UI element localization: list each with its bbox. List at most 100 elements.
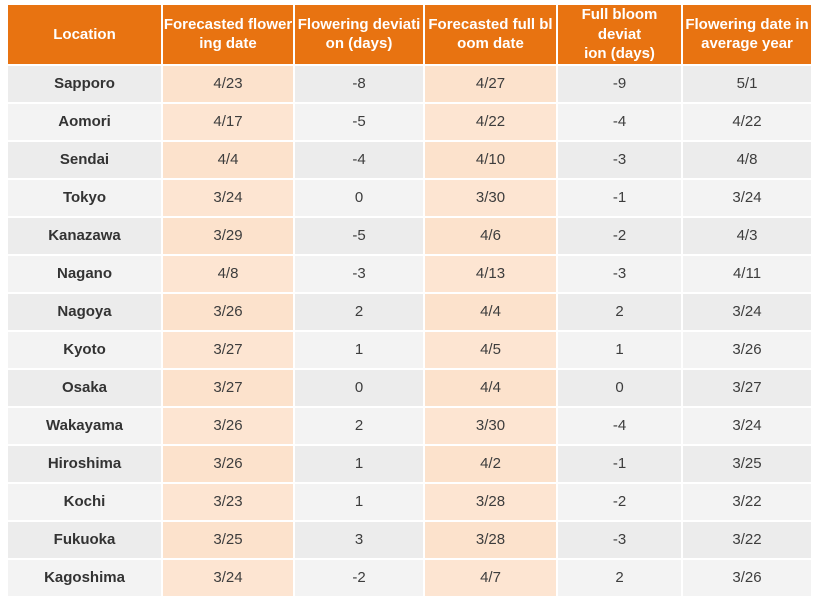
header-line: oom date xyxy=(457,35,524,53)
full-bloom-deviation-cell: -9 xyxy=(558,65,681,102)
location-cell: Kagoshima xyxy=(8,559,161,596)
flowering-deviation-cell: 3 xyxy=(295,521,423,558)
flowering-date-cell: 3/24 xyxy=(163,179,293,216)
flowering-deviation-cell: 0 xyxy=(295,369,423,406)
table-row: Fukuoka 3/25 3 3/28 -3 3/22 xyxy=(8,521,811,558)
full-bloom-date-cell: 4/6 xyxy=(425,217,556,254)
full-bloom-date-cell: 3/30 xyxy=(425,179,556,216)
flowering-date-cell: 3/24 xyxy=(163,559,293,596)
header-line: average year xyxy=(701,35,793,53)
header-line: Forecasted flower xyxy=(163,15,293,33)
flowering-deviation-cell: 2 xyxy=(295,407,423,444)
full-bloom-date-cell: 4/4 xyxy=(425,369,556,406)
table-header: Location Forecasted flower ing date Flow… xyxy=(8,5,811,64)
flowering-deviation-cell: -2 xyxy=(295,559,423,596)
average-year-date-cell: 4/11 xyxy=(683,255,811,292)
location-cell: Wakayama xyxy=(8,407,161,444)
table-row: Kagoshima 3/24 -2 4/7 2 3/26 xyxy=(8,559,811,596)
column-header-location: Location xyxy=(8,5,161,64)
table-row: Osaka 3/27 0 4/4 0 3/27 xyxy=(8,369,811,406)
table-row: Nagoya 3/26 2 4/4 2 3/24 xyxy=(8,293,811,330)
location-cell: Sendai xyxy=(8,141,161,178)
location-cell: Fukuoka xyxy=(8,521,161,558)
table-row: Kyoto 3/27 1 4/5 1 3/26 xyxy=(8,331,811,368)
location-cell: Kochi xyxy=(8,483,161,520)
header-line: Flowering deviati xyxy=(297,15,421,33)
table-body: Sapporo 4/23 -8 4/27 -9 5/1 Aomori 4/17 -5 4/22 -4… xyxy=(8,65,811,596)
average-year-date-cell: 4/3 xyxy=(683,217,811,254)
location-cell: Kanazawa xyxy=(8,217,161,254)
header-line: Forecasted full bl xyxy=(428,15,553,33)
flowering-deviation-cell: 1 xyxy=(295,445,423,482)
forecast-table: Location Forecasted flower ing date Flow… xyxy=(6,3,813,598)
full-bloom-deviation-cell: -3 xyxy=(558,255,681,292)
column-header-forecasted-flowering-date: Forecasted flower ing date xyxy=(163,5,293,64)
full-bloom-deviation-cell: 0 xyxy=(558,369,681,406)
full-bloom-deviation-cell: -2 xyxy=(558,217,681,254)
header-line: ing date xyxy=(199,35,257,53)
flowering-date-cell: 3/26 xyxy=(163,293,293,330)
flowering-date-cell: 3/26 xyxy=(163,407,293,444)
table-row: Wakayama 3/26 2 3/30 -4 3/24 xyxy=(8,407,811,444)
flowering-deviation-cell: -5 xyxy=(295,217,423,254)
full-bloom-date-cell: 4/7 xyxy=(425,559,556,596)
full-bloom-deviation-cell: -1 xyxy=(558,179,681,216)
full-bloom-date-cell: 4/2 xyxy=(425,445,556,482)
full-bloom-deviation-cell: -2 xyxy=(558,483,681,520)
location-cell: Tokyo xyxy=(8,179,161,216)
full-bloom-date-cell: 4/22 xyxy=(425,103,556,140)
average-year-date-cell: 4/8 xyxy=(683,141,811,178)
flowering-deviation-cell: -4 xyxy=(295,141,423,178)
flowering-date-cell: 3/25 xyxy=(163,521,293,558)
flowering-deviation-cell: -5 xyxy=(295,103,423,140)
table-row: Hiroshima 3/26 1 4/2 -1 3/25 xyxy=(8,445,811,482)
average-year-date-cell: 5/1 xyxy=(683,65,811,102)
full-bloom-deviation-cell: 2 xyxy=(558,559,681,596)
full-bloom-deviation-cell: -4 xyxy=(558,103,681,140)
table-row: Kanazawa 3/29 -5 4/6 -2 4/3 xyxy=(8,217,811,254)
flowering-date-cell: 3/26 xyxy=(163,445,293,482)
average-year-date-cell: 3/24 xyxy=(683,179,811,216)
full-bloom-date-cell: 3/28 xyxy=(425,521,556,558)
location-cell: Osaka xyxy=(8,369,161,406)
average-year-date-cell: 3/26 xyxy=(683,331,811,368)
flowering-deviation-cell: 2 xyxy=(295,293,423,330)
full-bloom-deviation-cell: 1 xyxy=(558,331,681,368)
table-row: Kochi 3/23 1 3/28 -2 3/22 xyxy=(8,483,811,520)
table-row: Nagano 4/8 -3 4/13 -3 4/11 xyxy=(8,255,811,292)
full-bloom-deviation-cell: -3 xyxy=(558,521,681,558)
full-bloom-date-cell: 4/10 xyxy=(425,141,556,178)
cherry-blossom-forecast-table: Location Forecasted flower ing date Flow… xyxy=(6,3,813,598)
full-bloom-deviation-cell: -1 xyxy=(558,445,681,482)
full-bloom-date-cell: 3/28 xyxy=(425,483,556,520)
flowering-date-cell: 4/4 xyxy=(163,141,293,178)
flowering-deviation-cell: 0 xyxy=(295,179,423,216)
column-header-forecasted-full-bloom-date: Forecasted full bl oom date xyxy=(425,5,556,64)
header-line: on (days) xyxy=(325,35,393,53)
flowering-date-cell: 3/23 xyxy=(163,483,293,520)
full-bloom-deviation-cell: -4 xyxy=(558,407,681,444)
header-row: Location Forecasted flower ing date Flow… xyxy=(8,5,811,64)
full-bloom-date-cell: 4/13 xyxy=(425,255,556,292)
location-cell: Aomori xyxy=(8,103,161,140)
average-year-date-cell: 3/24 xyxy=(683,293,811,330)
location-cell: Nagano xyxy=(8,255,161,292)
flowering-deviation-cell: 1 xyxy=(295,483,423,520)
header-line: Flowering date in xyxy=(685,15,809,33)
flowering-date-cell: 3/27 xyxy=(163,369,293,406)
header-line: ion (days) xyxy=(584,45,655,62)
average-year-date-cell: 4/22 xyxy=(683,103,811,140)
column-header-flowering-deviation: Flowering deviati on (days) xyxy=(295,5,423,64)
table-row: Aomori 4/17 -5 4/22 -4 4/22 xyxy=(8,103,811,140)
full-bloom-date-cell: 4/5 xyxy=(425,331,556,368)
flowering-deviation-cell: -8 xyxy=(295,65,423,102)
average-year-date-cell: 3/26 xyxy=(683,559,811,596)
flowering-deviation-cell: 1 xyxy=(295,331,423,368)
location-cell: Nagoya xyxy=(8,293,161,330)
average-year-date-cell: 3/22 xyxy=(683,521,811,558)
average-year-date-cell: 3/25 xyxy=(683,445,811,482)
table-row: Sendai 4/4 -4 4/10 -3 4/8 xyxy=(8,141,811,178)
flowering-date-cell: 3/29 xyxy=(163,217,293,254)
full-bloom-date-cell: 4/27 xyxy=(425,65,556,102)
full-bloom-deviation-cell: -3 xyxy=(558,141,681,178)
